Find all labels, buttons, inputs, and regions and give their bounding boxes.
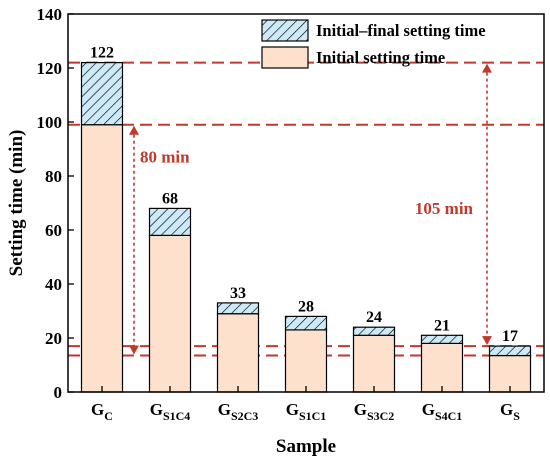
y-tick-label-7: 140 (37, 5, 63, 24)
legend-label-initial: Initial setting time (316, 48, 445, 67)
y-tick-label-1: 20 (45, 329, 62, 348)
x-tick-label-6: GS (500, 400, 520, 423)
bar-interval-4 (352, 326, 396, 336)
bar-interval-0 (80, 61, 124, 126)
bar-total-label-3: 28 (298, 298, 314, 315)
axes: 0 20 40 60 80 100 120 140 GC GS1C4 GS2C3 GS1C1 GS3C2… (6, 5, 545, 457)
bar-total-label-6: 17 (502, 328, 518, 345)
x-tick-label-2: GS2C3 (218, 400, 259, 423)
annotation-label-0: 80 min (140, 148, 190, 167)
annotation-arrowhead-top-0 (129, 125, 139, 135)
bar-interval-5 (420, 334, 464, 344)
legend-swatch-interval (261, 19, 309, 42)
y-tick-label-0: 0 (54, 383, 63, 402)
bar-initial-1 (148, 234, 192, 393)
x-tick-label-1: GS1C4 (150, 400, 191, 423)
x-tick-label-3: GS1C1 (286, 400, 327, 423)
bar-total-label-1: 68 (162, 190, 178, 207)
bar-initial-0 (80, 124, 124, 393)
annotation-arrowhead-bottom-0 (129, 345, 139, 355)
y-tick-label-6: 120 (37, 59, 63, 78)
y-tick-label-4: 80 (45, 167, 62, 186)
x-tick-label-0: GC (91, 400, 113, 423)
x-tick-label-4: GS3C2 (354, 400, 395, 423)
annotation-arrowhead-bottom-1 (482, 336, 492, 346)
bar-initial-4 (352, 334, 396, 393)
bar-total-label-2: 33 (230, 285, 246, 302)
y-tick-label-2: 40 (45, 275, 62, 294)
x-tick-label-5: GS4C1 (422, 400, 463, 423)
bar-total-label-0: 122 (90, 45, 114, 62)
bar-interval-3 (284, 315, 328, 331)
legend-label-interval: Initial–final setting time (316, 21, 486, 40)
bar-initial-6 (488, 354, 532, 393)
annotations: 80 min 105 min (129, 63, 492, 355)
y-axis-title: Setting time (min) (6, 130, 27, 277)
bar-initial-5 (420, 342, 464, 393)
bar-initial-3 (284, 329, 328, 393)
bar-interval-1 (148, 207, 192, 236)
bar-total-label-4: 24 (366, 309, 382, 326)
annotation-arrowhead-top-1 (482, 63, 492, 73)
y-tick-label-3: 60 (45, 221, 62, 240)
annotation-label-1: 105 min (415, 199, 474, 218)
bar-interval-2 (216, 302, 260, 315)
bar-interval-6 (488, 345, 532, 357)
legend: Initial–final setting time Initial settin… (261, 19, 486, 69)
bar-total-label-5: 21 (434, 317, 450, 334)
legend-swatch-initial (261, 46, 309, 69)
x-axis-title: Sample (276, 436, 336, 457)
y-tick-label-5: 100 (37, 113, 63, 132)
bars: 122 68 33 28 24 21 17 (80, 45, 532, 393)
bar-initial-2 (216, 313, 260, 393)
